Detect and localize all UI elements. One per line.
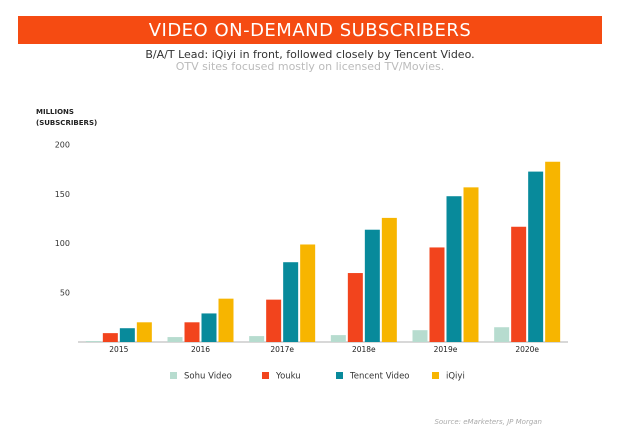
chart-title: VIDEO ON-DEMAND SUBSCRIBERS [149, 20, 472, 41]
y-tick-label: 200 [55, 141, 70, 150]
subtitle: OTV sites focused mostly on licensed TV/… [176, 60, 444, 73]
y-tick-label: 50 [60, 288, 70, 297]
bar [249, 336, 265, 342]
bar [167, 337, 183, 342]
bar [330, 335, 346, 342]
source-note: Source: eMarketers, JP Morgan [434, 418, 542, 426]
bar [364, 229, 380, 342]
bar [494, 327, 510, 342]
y-tick-label: 150 [55, 190, 70, 199]
legend-swatch [262, 372, 269, 379]
legend-label: iQiyi [446, 372, 465, 382]
legend-swatch [432, 372, 439, 379]
bar [381, 217, 397, 342]
bar [545, 161, 561, 342]
x-tick-label: 2015 [109, 345, 128, 354]
bar [102, 333, 118, 342]
legend-swatch [170, 372, 177, 379]
bar [283, 262, 299, 342]
x-tick-label: 2016 [191, 345, 210, 354]
bar [218, 298, 234, 342]
legend-label: Tencent Video [349, 372, 410, 382]
bar [119, 328, 135, 342]
bar [412, 330, 428, 342]
bar [300, 244, 316, 342]
legend-swatch [336, 372, 343, 379]
x-tick-label: 2018e [352, 345, 376, 354]
bar [528, 171, 544, 342]
bar [184, 322, 200, 342]
bar [136, 322, 152, 342]
bar [201, 313, 217, 342]
bar [85, 341, 101, 342]
bar [463, 187, 479, 342]
bar [266, 299, 282, 342]
legend-label: Youku [275, 372, 301, 382]
bar [446, 196, 462, 342]
subtitle: B/A/T Lead: iQiyi in front, followed clo… [145, 48, 474, 61]
x-tick-label: 2019e [434, 345, 458, 354]
x-tick-label: 2020e [515, 345, 539, 354]
bar [429, 247, 445, 342]
legend-label: Sohu Video [184, 372, 232, 382]
y-axis-label: (SUBSCRIBERS) [36, 119, 97, 127]
bar [347, 273, 363, 342]
y-tick-label: 100 [55, 239, 70, 248]
y-axis-label: MILLIONS [36, 108, 74, 116]
x-tick-label: 2017e [270, 345, 294, 354]
title-banner [18, 16, 602, 44]
bar [511, 226, 527, 342]
